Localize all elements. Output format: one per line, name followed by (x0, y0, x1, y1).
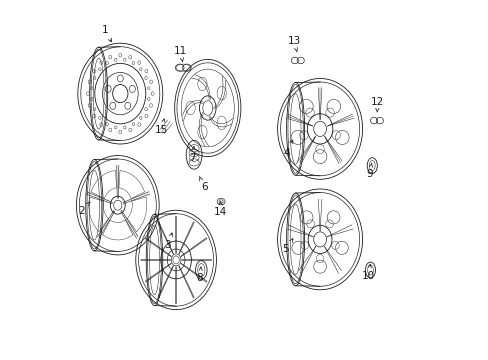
Text: 2: 2 (78, 202, 90, 216)
Text: 8: 8 (196, 267, 203, 283)
Text: 6: 6 (199, 177, 207, 192)
Text: 10: 10 (361, 264, 374, 282)
Text: 3: 3 (163, 233, 172, 250)
Text: 13: 13 (287, 36, 300, 52)
Text: 9: 9 (366, 163, 372, 179)
Text: 11: 11 (173, 46, 187, 62)
Text: 4: 4 (283, 140, 292, 158)
Text: 15: 15 (154, 119, 167, 135)
Text: 7: 7 (188, 147, 195, 163)
Text: 12: 12 (370, 96, 384, 112)
Text: 5: 5 (282, 239, 292, 254)
Text: 1: 1 (102, 24, 111, 42)
Text: 14: 14 (213, 201, 226, 217)
